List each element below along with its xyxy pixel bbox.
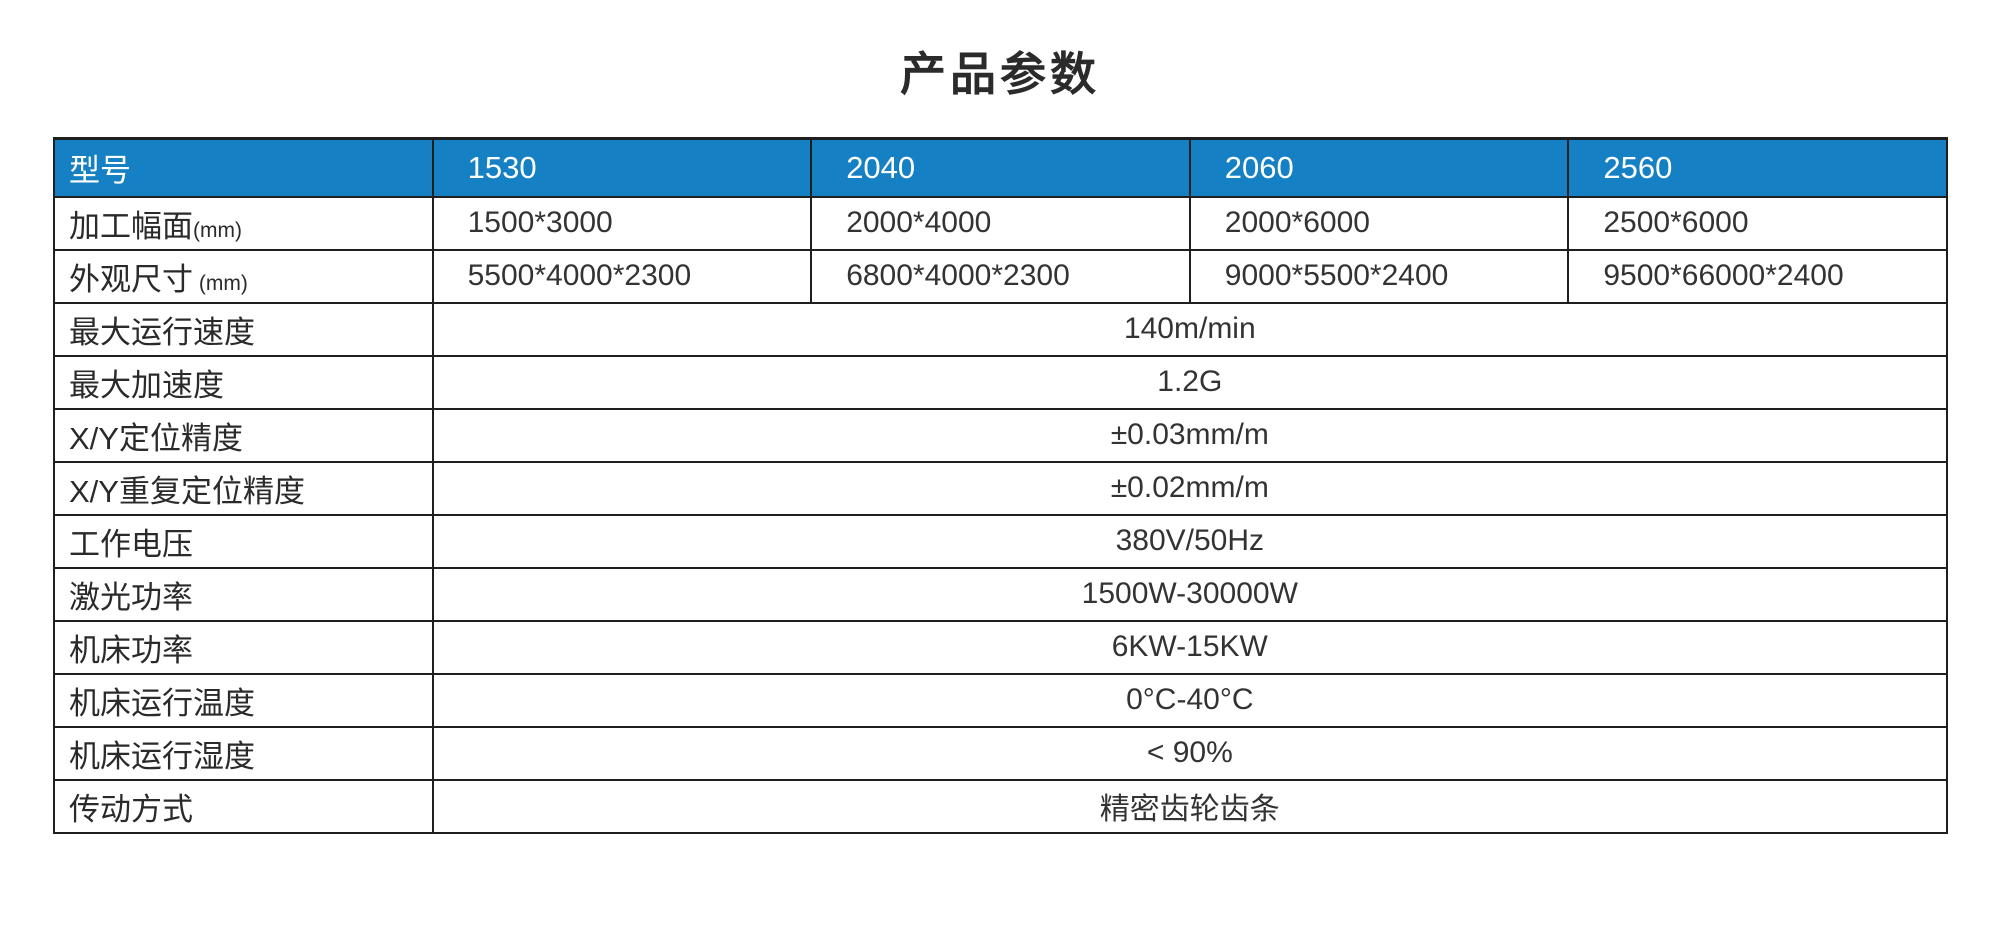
header-model-label: 型号	[53, 137, 434, 198]
cell-shared-value: 6KW-15KW	[431, 619, 1949, 675]
row-label: 最大运行速度	[53, 301, 434, 357]
product-spec-table: 型号 1530 2040 2060 2560 加工幅面(mm) 1500*300…	[53, 137, 1949, 834]
row-label-unit: (mm)	[193, 271, 248, 295]
row-xy-positioning-accuracy: X/Y定位精度 ±0.03mm/m	[53, 407, 1949, 463]
cell-value: 6800*4000*2300	[810, 248, 1191, 304]
row-label: 机床功率	[53, 619, 434, 675]
row-max-running-speed: 最大运行速度 140m/min	[53, 301, 1949, 357]
cell-shared-value: 精密齿轮齿条	[431, 778, 1949, 834]
cell-value: 9000*5500*2400	[1188, 248, 1570, 304]
row-label: 激光功率	[53, 566, 434, 622]
page-title: 产品参数	[900, 48, 1100, 100]
row-label: 加工幅面(mm)	[53, 195, 434, 251]
row-label-text: 加工幅面	[69, 208, 193, 244]
cell-shared-value: 0°C-40°C	[431, 672, 1949, 728]
header-model-2560: 2560	[1567, 137, 1948, 198]
row-label: 工作电压	[53, 513, 434, 569]
row-label: 外观尺寸 (mm)	[53, 248, 434, 304]
cell-value: 2000*4000	[810, 195, 1191, 251]
row-label: 传动方式	[53, 778, 434, 834]
cell-value: 9500*66000*2400	[1567, 248, 1948, 304]
row-label-unit: (mm)	[193, 218, 242, 242]
cell-shared-value: 380V/50Hz	[431, 513, 1949, 569]
row-operating-humidity: 机床运行湿度 < 90%	[53, 725, 1949, 781]
cell-value: 5500*4000*2300	[431, 248, 813, 304]
row-laser-power: 激光功率 1500W-30000W	[53, 566, 1949, 622]
row-overall-dimensions: 外观尺寸 (mm) 5500*4000*2300 6800*4000*2300 …	[53, 248, 1948, 304]
cell-shared-value: 140m/min	[431, 301, 1949, 357]
header-model-1530: 1530	[431, 137, 813, 198]
cell-shared-value: ±0.03mm/m	[431, 407, 1949, 463]
row-max-acceleration: 最大加速度 1.2G	[53, 354, 1949, 410]
product-parameters-page: 产品参数 型号 1530 2040 2060 2560 加工幅面(mm) 150…	[0, 0, 2000, 834]
row-label: 机床运行温度	[53, 672, 434, 728]
cell-shared-value: < 90%	[431, 725, 1949, 781]
row-label: 机床运行湿度	[53, 725, 434, 781]
row-label: 最大加速度	[53, 354, 434, 410]
cell-shared-value: 1.2G	[431, 354, 1949, 410]
header-model-2060: 2060	[1188, 137, 1570, 198]
row-xy-repeat-positioning-accuracy: X/Y重复定位精度 ±0.02mm/m	[53, 460, 1949, 516]
header-model-2040: 2040	[810, 137, 1191, 198]
cell-value: 1500*3000	[431, 195, 813, 251]
row-processing-area: 加工幅面(mm) 1500*3000 2000*4000 2000*6000 2…	[53, 195, 1948, 251]
cell-shared-value: 1500W-30000W	[431, 566, 1949, 622]
row-transmission-mode: 传动方式 精密齿轮齿条	[53, 778, 1949, 834]
table-header-row: 型号 1530 2040 2060 2560	[53, 137, 1948, 198]
row-working-voltage: 工作电压 380V/50Hz	[53, 513, 1949, 569]
row-operating-temperature: 机床运行温度 0°C-40°C	[53, 672, 1949, 728]
row-label-text: 外观尺寸	[69, 261, 193, 297]
cell-shared-value: ±0.02mm/m	[431, 460, 1949, 516]
cell-value: 2000*6000	[1188, 195, 1570, 251]
row-label: X/Y重复定位精度	[53, 460, 434, 516]
cell-value: 2500*6000	[1567, 195, 1948, 251]
row-machine-power: 机床功率 6KW-15KW	[53, 619, 1949, 675]
row-label: X/Y定位精度	[53, 407, 434, 463]
